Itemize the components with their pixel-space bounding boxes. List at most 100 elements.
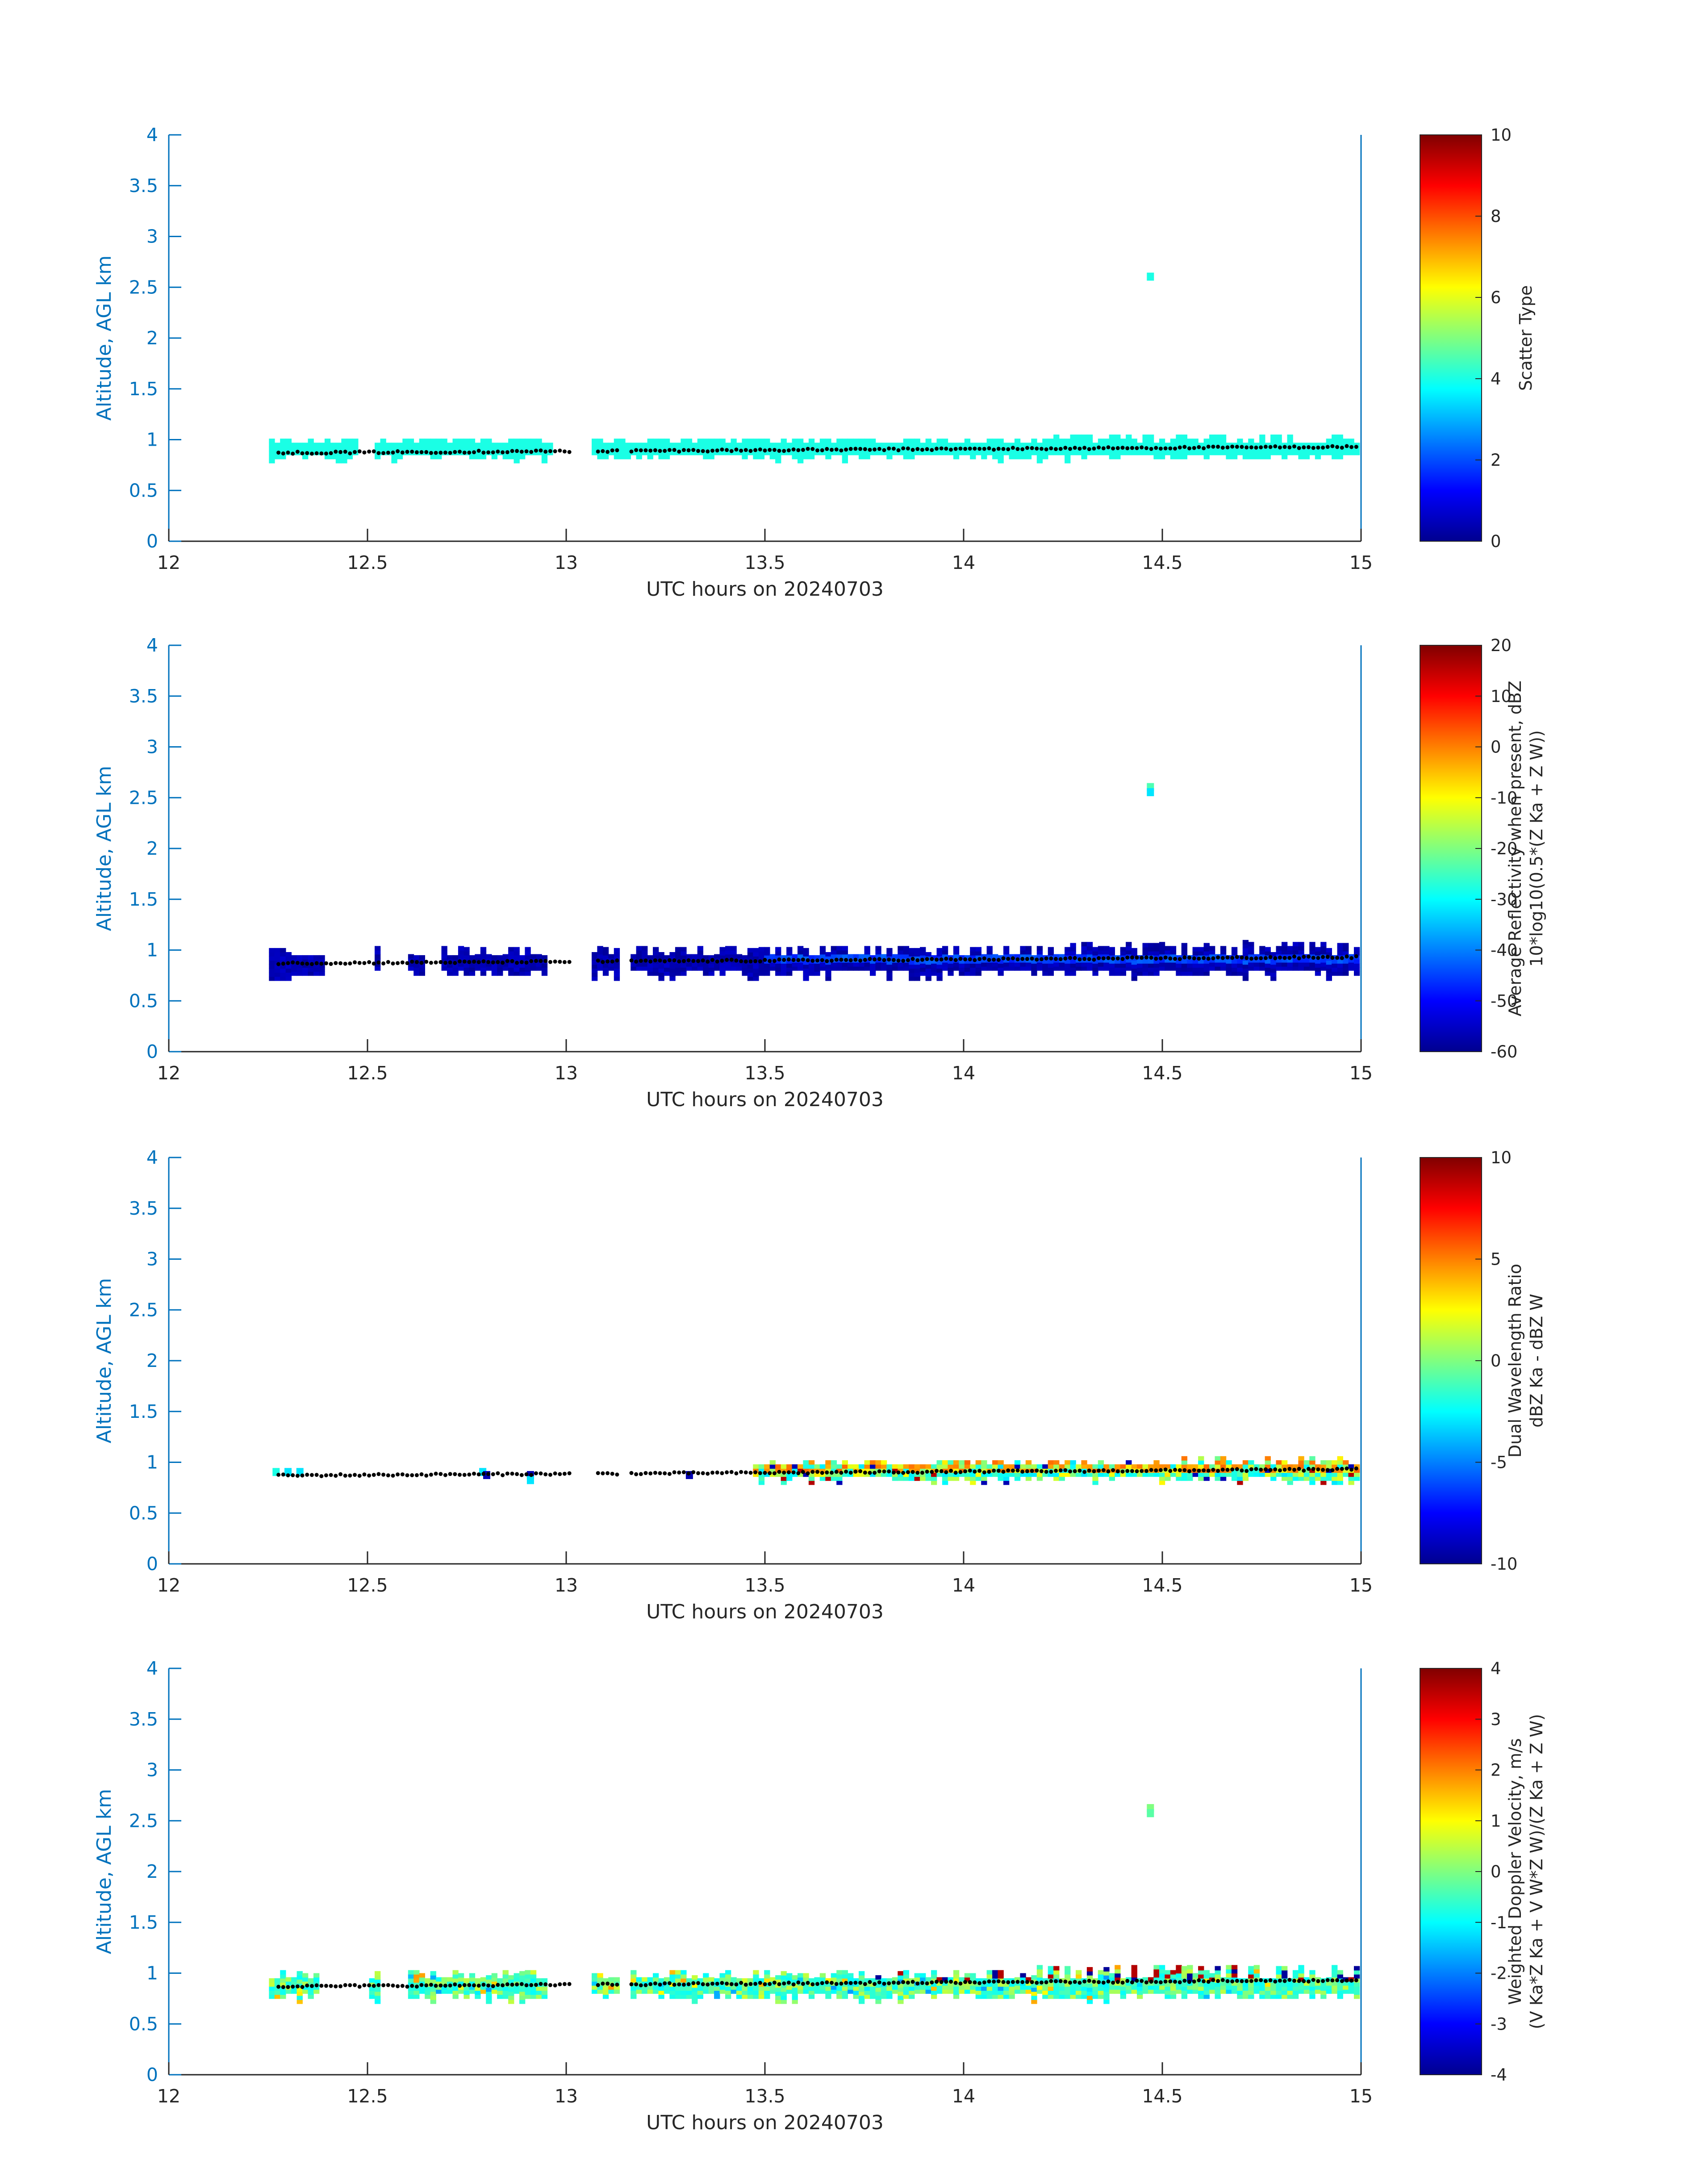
data-cell [458,439,464,443]
data-cell [1276,439,1282,443]
data-cell [764,1994,770,1999]
data-cell [975,1464,981,1469]
cloud-base-dot [1220,1978,1225,1982]
data-cell [775,1987,781,1992]
cloud-base-dot [529,450,534,454]
data-cell [1098,962,1104,967]
data-cell [658,1978,664,1983]
data-cell [1181,455,1187,460]
data-cell [296,1979,303,1984]
cloud-base-dot [887,957,891,962]
data-cell [953,946,960,951]
cloud-base-dot [930,1980,934,1985]
cloud-base-dot [391,1983,395,1988]
data-cell [998,963,1004,968]
data-cell [514,955,520,960]
cloud-base-dot [1292,954,1296,959]
data-cell [998,1990,1004,1995]
data-cell [296,451,303,455]
data-cell [458,950,464,955]
data-cell [942,1476,948,1481]
cloud-base-dot [825,447,829,451]
data-cell [1181,1456,1187,1461]
data-cell [975,1990,981,1995]
cloud-base-dot [1163,446,1168,451]
data-cell [647,963,653,968]
data-cell [681,947,687,952]
data-cell [1248,1974,1254,1979]
data-cell [697,958,703,963]
data-cell [831,954,837,959]
data-cell [631,1982,637,1987]
data-cell [1153,951,1160,956]
cloud-base-dot [996,1468,1001,1473]
data-cell [1159,451,1165,455]
data-cell [1181,447,1187,451]
data-cell [669,1974,676,1979]
data-cell [486,1979,492,1984]
cloud-base-dot [314,451,319,455]
data-cell [530,1994,537,1999]
data-cell [931,955,937,960]
data-cell [508,971,514,976]
data-cell [875,1987,881,1992]
data-cell [1025,962,1032,967]
data-cell [1176,1969,1182,1974]
data-cell [430,1975,436,1980]
data-cell [1326,1472,1332,1477]
data-cell [458,966,464,971]
data-cell [714,1986,720,1991]
data-cell [1076,1974,1082,1979]
cloud-base-dot [419,961,424,965]
cloud-base-dot [567,1982,572,1986]
data-cell [1070,1464,1076,1469]
data-cell [1025,1981,1032,1986]
data-cell [853,439,859,443]
data-cell [942,1460,948,1465]
cloud-base-dot [639,448,643,452]
cloud-base-dot [524,1983,529,1988]
cloud-base-dot [1321,955,1325,959]
data-cell [1248,1986,1254,1991]
cloud-base-dot [696,1981,700,1985]
data-cell [313,955,320,960]
cloud-base-dot [510,1471,514,1476]
data-cell [675,1978,681,1983]
data-cell [697,1982,703,1987]
cloud-base-dot [839,1981,844,1986]
data-cell [1348,966,1354,971]
cloud-base-dot [653,958,657,963]
data-cell [1292,443,1299,447]
data-cell [836,1472,843,1477]
data-cell [1148,1472,1154,1477]
data-cell [1265,1990,1271,1995]
data-cell [375,966,381,971]
cloud-base-dot [1068,956,1072,960]
data-cell [814,967,820,972]
cloud-base-dot [982,956,986,961]
data-cell [1092,1472,1098,1477]
cloud-base-dot [629,1982,634,1986]
data-cell [1282,1986,1288,1991]
x-tick-label: 15 [1349,2085,1373,2107]
cloud-base-dot [410,1473,414,1477]
cloud-base-dot [1354,1978,1358,1982]
cloud-base-dot [386,1473,390,1478]
data-cell [1092,1994,1098,1999]
data-cell [1081,950,1087,955]
x-tick-label: 12 [157,1062,180,1084]
cloud-base-dot [548,1473,552,1477]
cloud-base-dot [758,1981,762,1985]
cloud-base-dot [686,448,691,452]
data-cell [653,967,659,972]
data-cell [886,443,893,447]
data-cell [1148,1989,1154,1994]
data-cell [1265,1982,1271,1987]
data-cell [397,443,403,447]
data-cell [942,1977,948,1982]
data-cell [764,951,770,956]
data-cell [1092,967,1098,972]
data-cell [430,1979,436,1984]
data-cell [875,1983,881,1988]
data-cell [1086,451,1093,455]
